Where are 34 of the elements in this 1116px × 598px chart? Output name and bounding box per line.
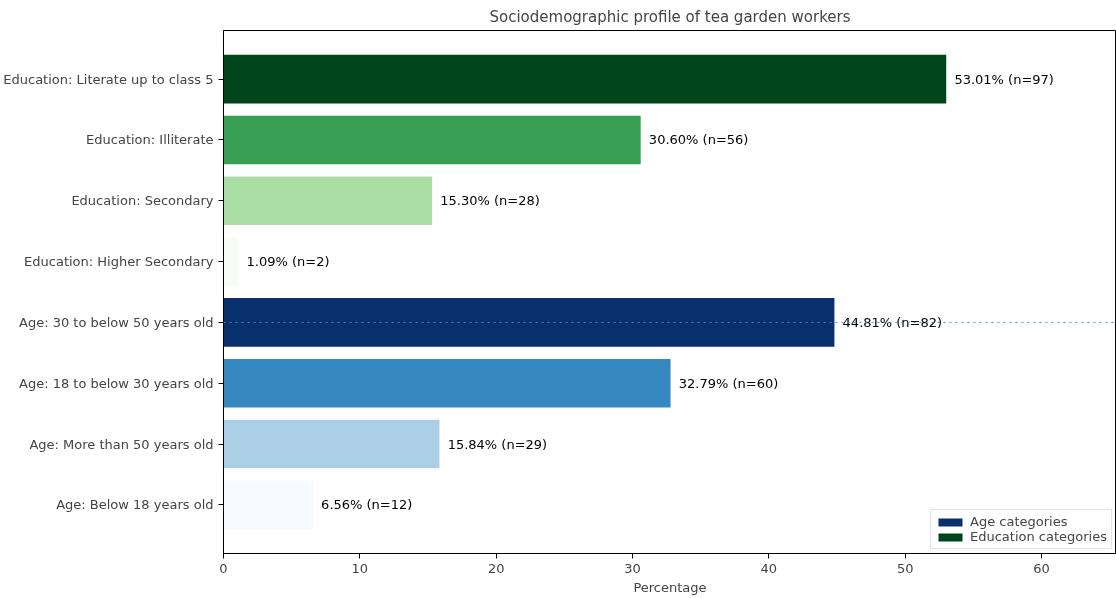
legend-label: Education categories [970,529,1107,544]
data-label: 53.01% (n=97) [954,71,1054,87]
data-label: 15.84% (n=29) [447,436,548,452]
chart-title: Sociodemographic profile of tea garden workers [489,7,851,26]
x-tick-label: 30 [624,560,641,576]
data-label: 44.81% (n=82) [842,314,943,330]
data-label: 15.30% (n=28) [440,193,540,209]
y-tick-label: Education: Illiterate [86,132,214,148]
data-label: 30.60% (n=56) [648,132,749,148]
y-tick-label: Age: 30 to below 50 years old [19,314,214,330]
bar [223,115,641,165]
y-tick-label: Education: Secondary [71,193,214,209]
bar [223,237,239,286]
x-tick-label: 10 [351,560,369,576]
y-tick-label: Age: 18 to below 30 years old [19,375,214,391]
x-tick-label: 60 [1033,560,1050,576]
y-tick-label: Age: Below 18 years old [56,497,214,513]
x-axis-title: Percentage [633,579,707,595]
data-label: 32.79% (n=60) [678,375,779,391]
y-tick-label: Age: More than 50 years old [29,436,214,452]
bar [223,419,440,469]
bar [223,358,671,408]
bar [223,298,835,347]
x-tick-label: 20 [487,560,505,576]
data-label: 6.56% (n=12) [321,497,413,513]
bar [223,54,947,104]
x-tick-label: 50 [896,560,914,576]
data-label: 1.09% (n=2) [246,254,330,270]
legend-label: Age categories [970,514,1068,529]
y-tick-label: Education: Literate up to class 5 [3,71,214,87]
bar [223,176,433,226]
x-tick-label: 0 [219,560,228,576]
y-tick-label: Education: Higher Secondary [24,254,214,270]
x-tick-label: 40 [760,560,778,576]
